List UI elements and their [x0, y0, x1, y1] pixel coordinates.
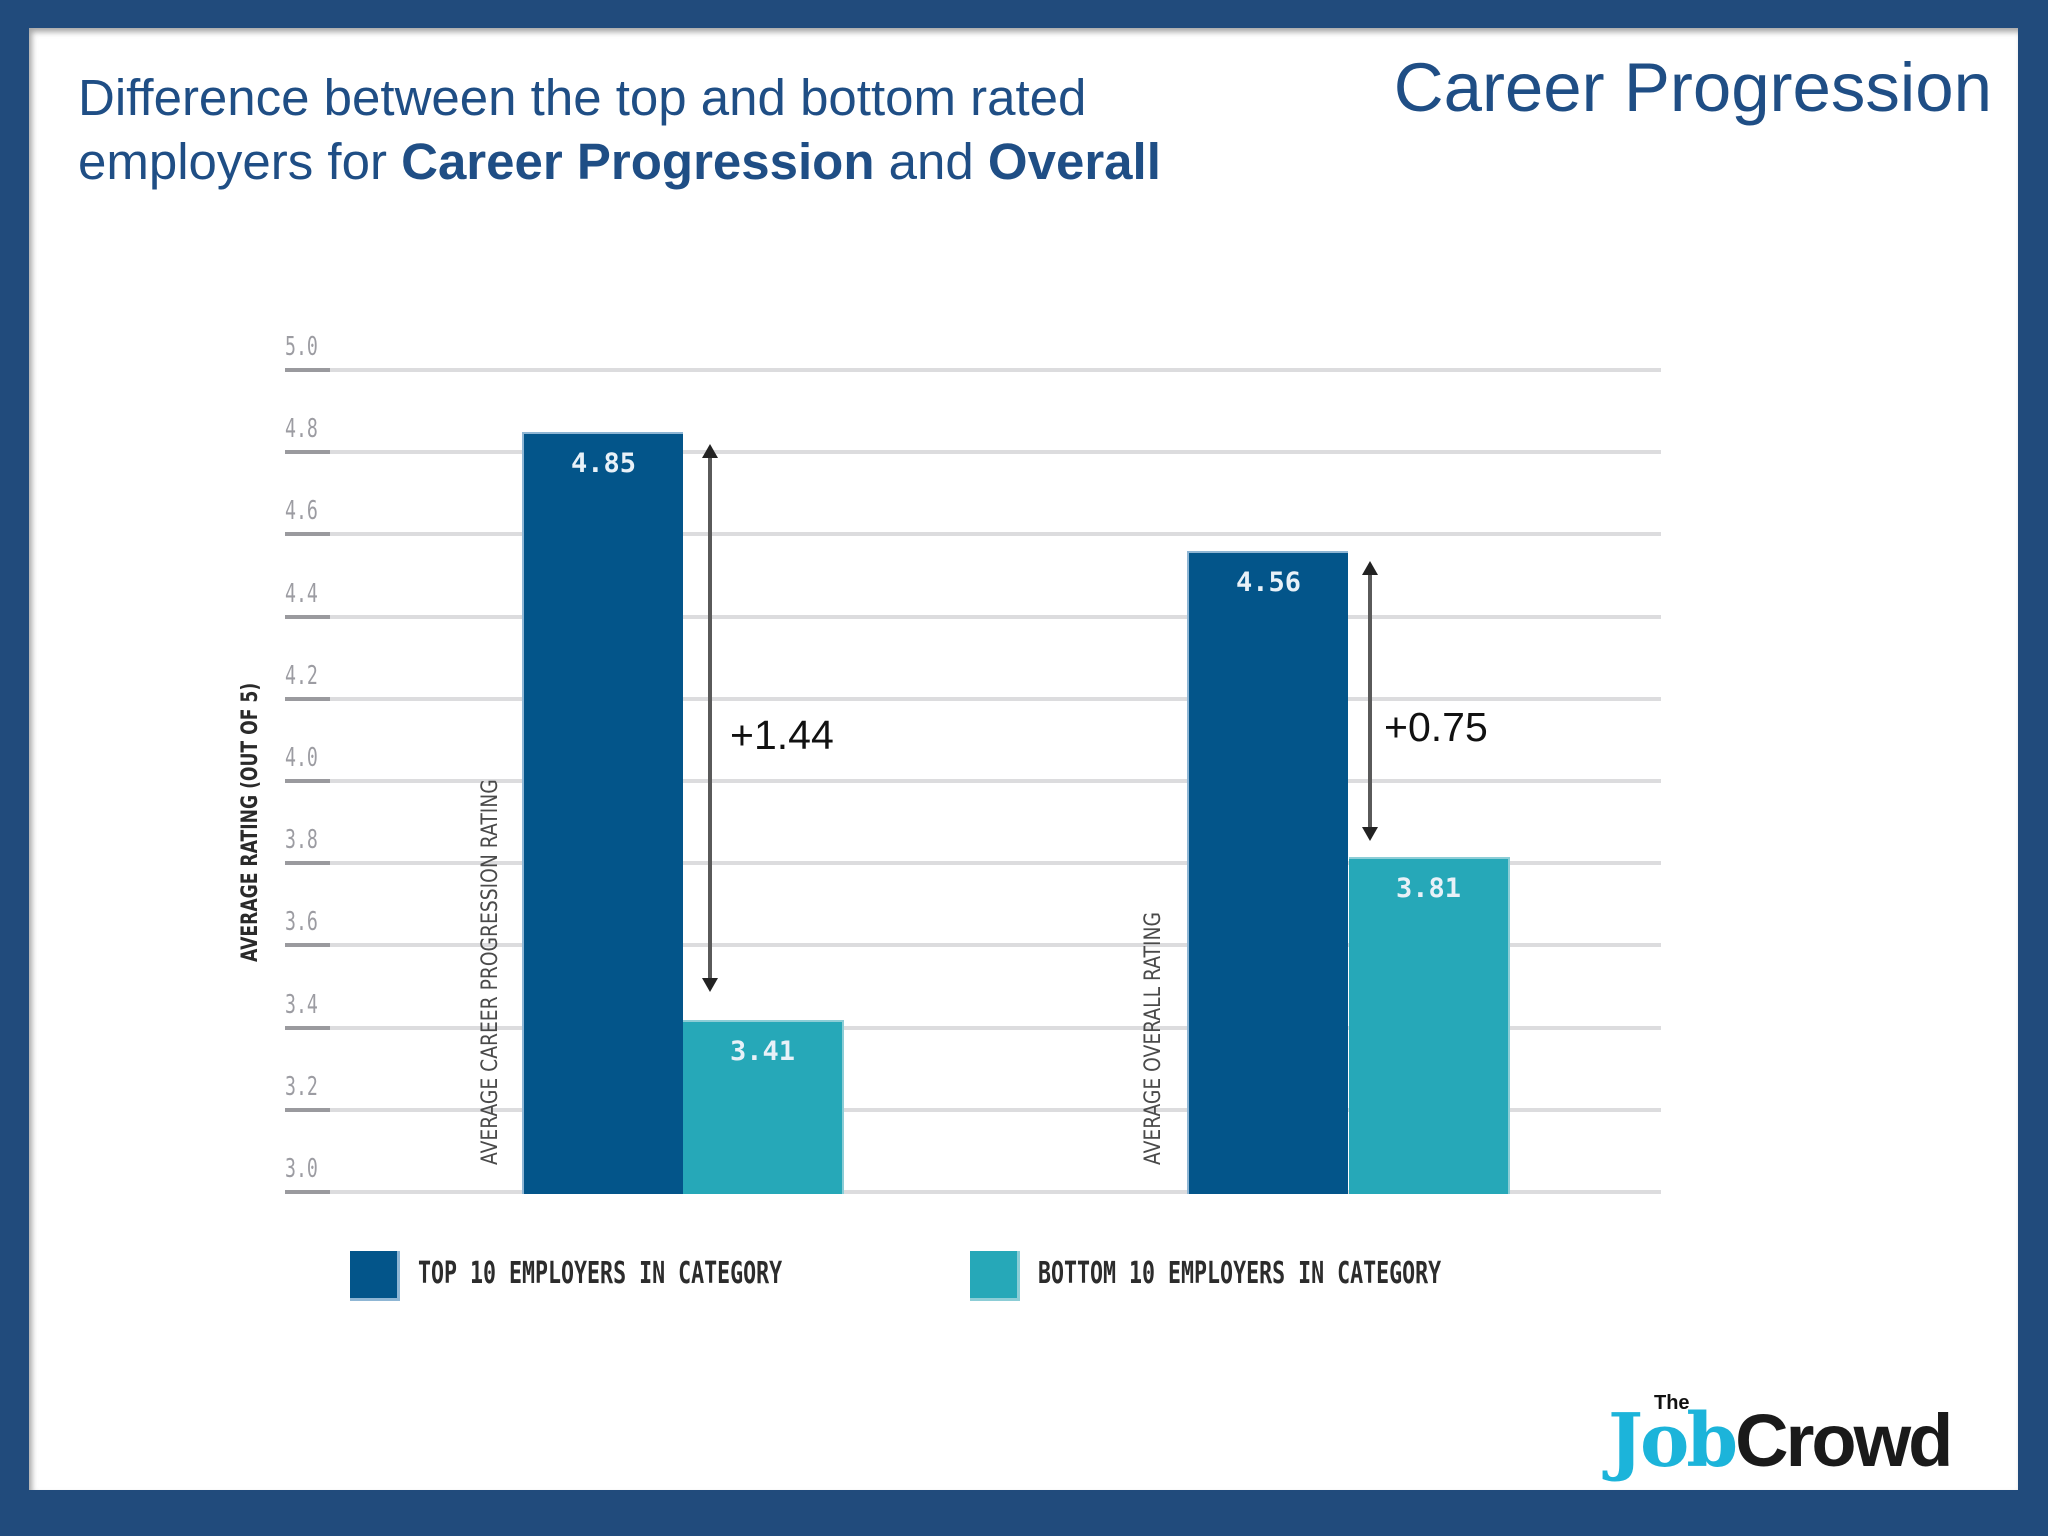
y-tick-label: 4.6 — [285, 496, 318, 526]
gridline — [285, 861, 1661, 865]
subtitle-text: and — [874, 133, 988, 190]
difference-label-overall: +0.75 — [1384, 704, 1488, 750]
axis-tick — [285, 1108, 330, 1112]
category-label-career: AVERAGE CAREER PROGRESSION RATING — [478, 779, 503, 1165]
slide-subtitle: Difference between the top and bottom ra… — [78, 66, 1161, 194]
y-tick-label: 4.4 — [285, 579, 318, 609]
legend-swatch-top — [350, 1251, 400, 1301]
legend-label-bottom: BOTTOM 10 EMPLOYERS IN CATEGORY — [1038, 1256, 1442, 1291]
subtitle-line-1: Difference between the top and bottom ra… — [78, 69, 1087, 126]
y-tick-label: 4.8 — [285, 414, 318, 444]
legend-swatch-bottom — [970, 1251, 1020, 1301]
gridline — [285, 532, 1661, 536]
y-axis-title: AVERAGE RATING (OUT OF 5) — [238, 682, 263, 962]
logo-the: The — [1654, 1392, 1690, 1414]
slide-panel — [29, 28, 2018, 1490]
gridline — [285, 779, 1661, 783]
bar-bottom-career: 3.41 — [683, 1020, 844, 1194]
gridline — [285, 368, 1661, 372]
axis-tick — [285, 615, 330, 619]
logo-wordmark: JobCrowd — [1608, 1398, 1953, 1484]
y-tick-label: 3.4 — [285, 990, 318, 1020]
gridline — [285, 1108, 1661, 1112]
logo-crowd: Crowd — [1735, 1399, 1953, 1482]
y-tick-label: 3.2 — [285, 1072, 318, 1102]
axis-tick — [285, 1190, 330, 1194]
axis-tick — [285, 779, 330, 783]
axis-tick — [285, 697, 330, 701]
axis-tick — [285, 450, 330, 454]
gridline — [285, 615, 1661, 619]
corner-title: Career Progression — [1393, 49, 1992, 126]
gridline — [285, 943, 1661, 947]
subtitle-text: employers for — [78, 133, 402, 190]
difference-arrow-icon — [1362, 561, 1378, 841]
subtitle-line-2: employers for Career Progression and Ove… — [78, 130, 1161, 194]
logo-job: Job — [1608, 1398, 1738, 1484]
bar-bottom-overall: 3.81 — [1349, 857, 1510, 1194]
gridline — [285, 697, 1661, 701]
y-tick-label: 4.0 — [285, 743, 318, 773]
bar-top-overall: 4.56 — [1187, 551, 1348, 1194]
subtitle-bold-career: Career Progression — [401, 133, 875, 190]
y-tick-label: 4.2 — [285, 661, 318, 691]
bar-value-label: 3.81 — [1395, 873, 1462, 904]
bar-value-label: 4.85 — [570, 448, 637, 479]
axis-tick — [285, 368, 330, 372]
gridline — [285, 450, 1661, 454]
bar-top-career: 4.85 — [522, 432, 683, 1194]
difference-arrow-icon — [702, 444, 718, 992]
subtitle-bold-overall: Overall — [987, 133, 1161, 190]
y-tick-label: 3.8 — [285, 825, 318, 855]
legend-label-top: TOP 10 EMPLOYERS IN CATEGORY — [418, 1256, 783, 1291]
axis-tick — [285, 861, 330, 865]
gridline — [285, 1190, 1661, 1194]
axis-tick — [285, 943, 330, 947]
bar-value-label: 3.41 — [729, 1036, 796, 1067]
bar-value-label: 4.56 — [1235, 567, 1302, 598]
y-tick-label: 3.6 — [285, 907, 318, 937]
axis-tick — [285, 1026, 330, 1030]
axis-tick — [285, 532, 330, 536]
y-tick-label: 5.0 — [285, 332, 318, 362]
category-label-overall: AVERAGE OVERALL RATING — [1141, 912, 1166, 1165]
gridline — [285, 1026, 1661, 1030]
y-tick-label: 3.0 — [285, 1154, 318, 1184]
difference-label-career: +1.44 — [730, 712, 834, 758]
